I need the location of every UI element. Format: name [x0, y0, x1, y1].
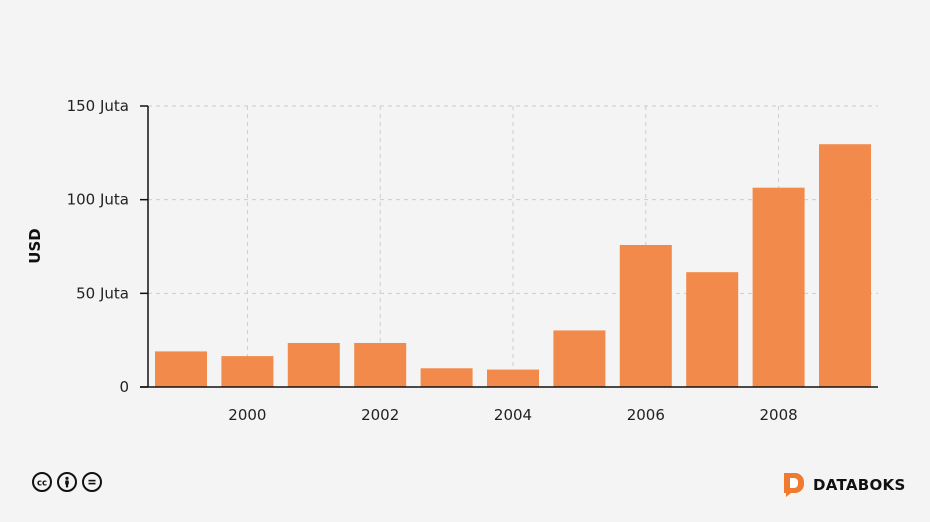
x-tick-label: 2006 — [627, 406, 665, 424]
bar-2002 — [354, 342, 407, 387]
y-axis-title: USD — [26, 228, 44, 263]
bar-2007 — [686, 272, 739, 387]
bar-2001 — [287, 342, 340, 387]
svg-text:cc: cc — [37, 479, 47, 489]
attribution-icon — [57, 472, 77, 492]
bar-2005 — [553, 330, 606, 387]
bar-2000 — [221, 356, 274, 387]
databoks-logo-icon — [782, 472, 806, 498]
y-tick-label: 50 Juta — [76, 284, 129, 302]
x-tick-labels: 2000 2002 2004 2006 2008 — [228, 406, 797, 424]
bar-2006 — [619, 245, 672, 387]
license-icons: cc — [32, 472, 102, 492]
y-tick-label: 150 Juta — [67, 97, 129, 115]
bar-1999 — [155, 351, 207, 387]
bar-2008 — [752, 187, 805, 387]
databoks-logo: DATABOKS — [782, 472, 906, 498]
bars — [155, 144, 871, 387]
x-tick-label: 2002 — [361, 406, 399, 424]
brand-name: DATABOKS — [813, 476, 906, 494]
bar-2004 — [487, 369, 539, 387]
cc-icon: cc — [32, 472, 52, 492]
axes — [140, 106, 878, 388]
y-tick-label: 100 Juta — [67, 191, 129, 209]
x-tick-label: 2004 — [494, 406, 532, 424]
x-tick-label: 2008 — [760, 406, 798, 424]
no-derivatives-icon — [82, 472, 102, 492]
x-tick-label: 2000 — [228, 406, 266, 424]
y-tick-label: 0 — [119, 378, 129, 396]
y-tick-labels: 0 50 Juta 100 Juta 150 Juta — [67, 97, 148, 396]
bar-2009 — [819, 144, 871, 387]
bar-2003 — [420, 368, 473, 387]
